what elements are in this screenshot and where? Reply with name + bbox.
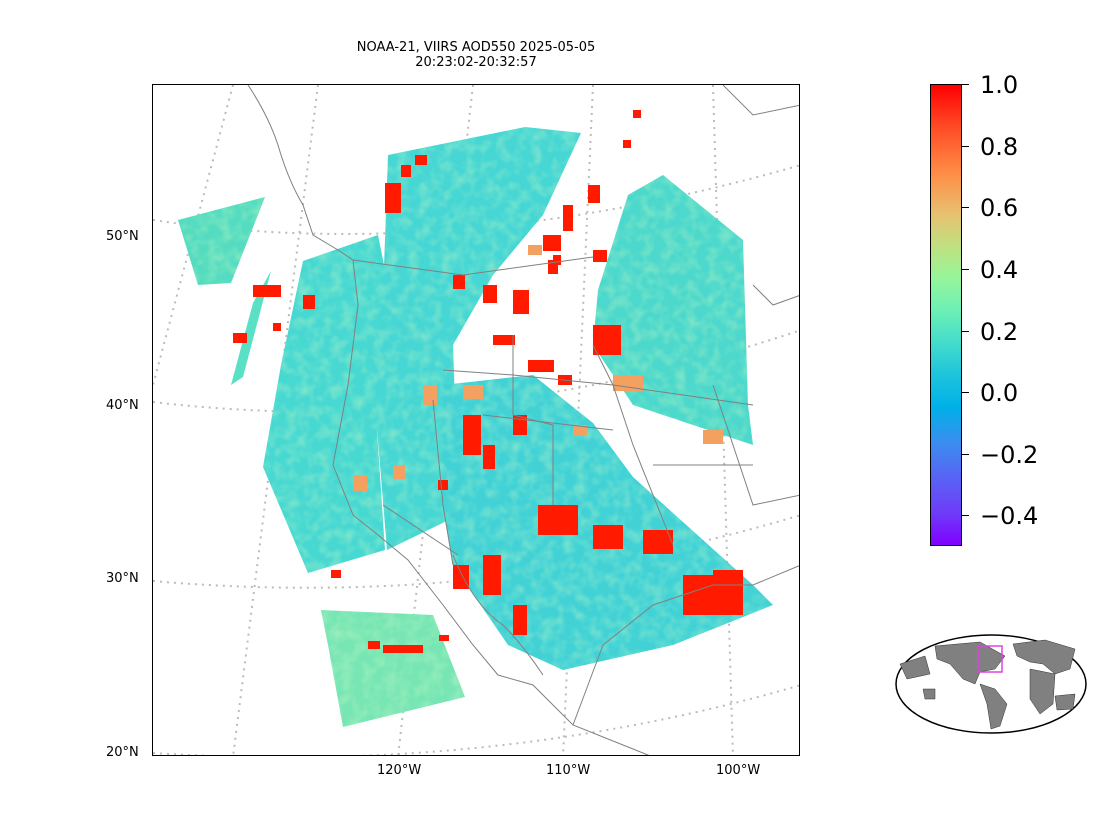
colorbar-label: 0.0 — [980, 379, 1019, 407]
coastlines — [247, 85, 799, 755]
map-panel — [152, 84, 800, 756]
lon-label-110: 110°W — [546, 763, 591, 778]
lon-label-120: 120°W — [377, 763, 422, 778]
colorbar-label: 0.8 — [980, 133, 1019, 161]
lat-label-50: 50°N — [106, 229, 139, 244]
swath-oregon-coast — [231, 271, 271, 385]
colorbar-tick — [962, 392, 969, 393]
colorbar-tick — [962, 84, 969, 85]
colorbar-tick — [962, 515, 969, 516]
colorbar-tick — [962, 331, 969, 332]
colorbar-tick — [962, 207, 969, 208]
colorbar-label: −0.4 — [980, 502, 1039, 530]
lat-label-30: 30°N — [106, 571, 139, 586]
globe-inset-map — [895, 634, 1087, 734]
colorbar — [930, 84, 962, 546]
inset-highlight-box — [977, 645, 1003, 673]
title-line-1: NOAA-21, VIIRS AOD550 2025-05-05 — [356, 40, 596, 55]
colorbar-label: 0.2 — [980, 318, 1019, 346]
lon-label-100: 100°W — [716, 763, 761, 778]
colorbar-tick — [962, 269, 969, 270]
colorbar-tick — [962, 146, 969, 147]
aod-map — [153, 85, 799, 755]
colorbar-label: 0.6 — [980, 194, 1019, 222]
colorbar-label: 0.4 — [980, 256, 1019, 284]
colorbar-label: 1.0 — [980, 71, 1019, 99]
colorbar-tick — [962, 454, 969, 455]
colorbar-label: −0.2 — [980, 441, 1039, 469]
high-aod-pixels — [233, 110, 743, 653]
globe-continents — [899, 639, 1076, 730]
map-title: NOAA-21, VIIRS AOD550 2025-05-05 20:23:0… — [152, 40, 800, 70]
lat-label-20: 20°N — [106, 745, 139, 760]
title-line-2: 20:23:02-20:32:57 — [415, 55, 537, 70]
lat-label-40: 40°N — [106, 398, 139, 413]
